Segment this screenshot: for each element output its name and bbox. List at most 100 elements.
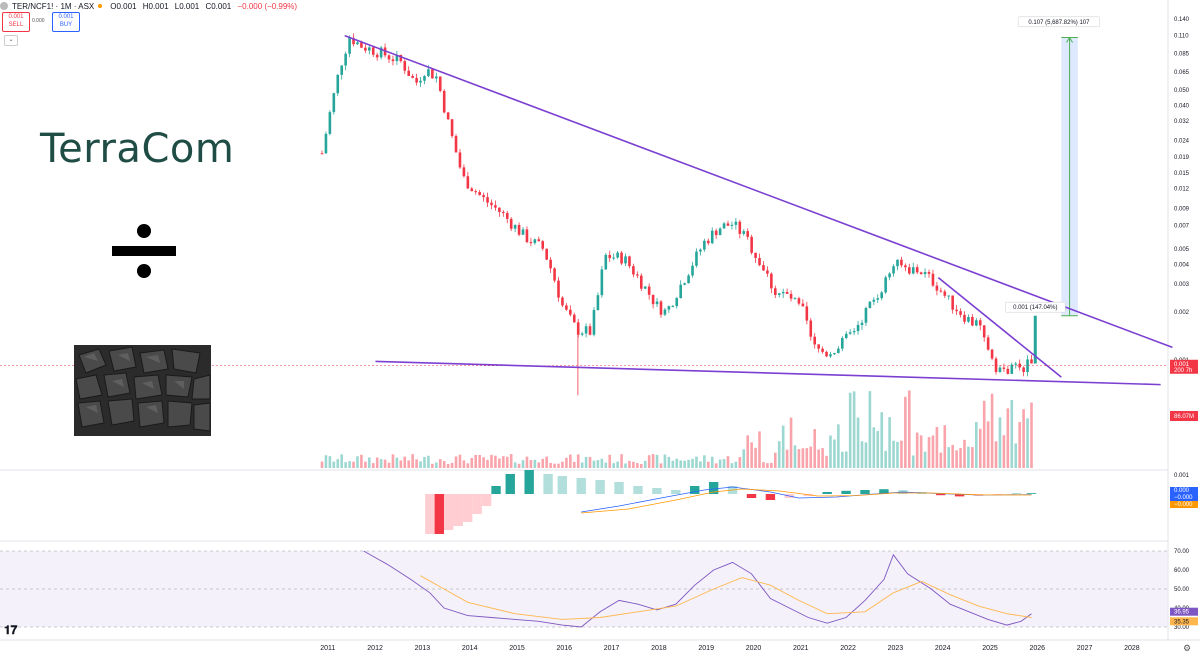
candle-body: [490, 203, 493, 206]
volume-bar: [703, 455, 706, 468]
volume-bar: [514, 462, 517, 468]
divide-icon: [112, 219, 176, 283]
candle: [392, 56, 395, 66]
candle-body: [821, 349, 824, 352]
candle: [691, 262, 694, 278]
candle-body: [372, 47, 375, 54]
candle-body: [573, 315, 576, 323]
tradingview-logo[interactable]: 𝟏𝟕: [4, 623, 17, 638]
volume-bar: [581, 462, 584, 468]
candle: [735, 218, 738, 230]
volume-bar: [955, 450, 958, 468]
volume-bar: [668, 457, 671, 468]
volume-bar: [652, 454, 655, 468]
candle-body: [348, 38, 351, 54]
volume-bar: [407, 460, 410, 468]
volume-bar: [467, 463, 470, 468]
buy-button[interactable]: 0.001 BUY: [52, 12, 80, 32]
candle-body: [999, 368, 1002, 372]
candle: [959, 308, 962, 317]
macd-histogram-bar: [543, 474, 552, 494]
sell-button[interactable]: 0.001 SELL: [2, 12, 30, 32]
volume-bar: [644, 461, 647, 468]
candle-body: [936, 286, 939, 291]
candle-body: [336, 75, 339, 93]
volume-bar: [762, 462, 765, 468]
candle: [608, 251, 611, 262]
volume-bar: [352, 462, 355, 468]
candle-body: [620, 253, 623, 264]
candle-body: [467, 176, 470, 188]
candle: [912, 263, 915, 275]
candle: [861, 320, 864, 330]
volume-bar: [723, 459, 726, 468]
volume-bar: [561, 462, 564, 468]
candle: [1007, 366, 1010, 375]
volume-bar: [947, 447, 950, 468]
price-tick-label: 0.085: [1174, 51, 1190, 57]
candle-body: [880, 292, 883, 298]
volume-bar: [478, 455, 481, 468]
buy-label: BUY: [53, 21, 79, 29]
candle: [683, 282, 686, 285]
candle: [581, 332, 584, 336]
volume-bar: [344, 462, 347, 468]
volume-bar: [565, 458, 568, 468]
candle: [821, 347, 824, 354]
macd-histogram-bar: [425, 494, 434, 534]
volume-bar: [455, 456, 458, 468]
candle-body: [778, 293, 781, 295]
volume-bar: [376, 458, 379, 468]
volume-bar: [806, 448, 809, 468]
collapse-legend-button[interactable]: ⌄: [4, 35, 18, 46]
volume-bar: [356, 456, 359, 468]
candle: [388, 54, 391, 63]
volume-bar: [932, 436, 935, 468]
candle: [474, 189, 477, 194]
volume-bar: [739, 457, 742, 468]
volume-bar: [447, 464, 450, 468]
candle: [502, 210, 505, 217]
symbol-name[interactable]: TER/NCF1! · 1M · ASX: [12, 2, 94, 11]
candle-body: [364, 48, 367, 51]
volume-bar: [506, 457, 509, 468]
volume-bar: [605, 463, 608, 468]
volume-bar: [833, 439, 836, 468]
volume-bar: [809, 447, 812, 468]
candle-body: [979, 320, 982, 325]
candle-body: [601, 269, 604, 295]
candle: [928, 270, 931, 278]
volume-bar: [494, 456, 497, 468]
candle-body: [506, 213, 509, 219]
year-tick-label: 2026: [1029, 645, 1045, 652]
candle: [806, 302, 809, 324]
volume-bar: [388, 463, 391, 468]
gear-icon[interactable]: ⚙: [1183, 643, 1191, 654]
macd-histogram-bar: [558, 476, 567, 494]
volume-bar: [526, 457, 529, 468]
candle: [486, 193, 489, 207]
change-value: −0.000 (−0.99%): [237, 2, 297, 11]
candle-body: [459, 152, 462, 167]
price-tick-label: 0.009: [1174, 206, 1190, 212]
candle: [711, 227, 714, 244]
candle: [770, 272, 773, 293]
volume-bar: [336, 459, 339, 468]
candle-body: [758, 258, 761, 265]
candle: [407, 66, 410, 76]
candle: [723, 222, 726, 229]
candle: [459, 149, 462, 169]
macd-histogram-bar: [491, 486, 500, 494]
candle-body: [392, 59, 395, 61]
candle: [467, 172, 470, 189]
candle: [936, 282, 939, 295]
macd-value-text: −0.000: [1174, 502, 1193, 508]
volume-bar: [660, 463, 663, 468]
candle-body: [545, 249, 548, 260]
candle: [463, 164, 466, 177]
volume-bar: [585, 457, 588, 468]
volume-bar: [766, 463, 769, 468]
candle: [368, 45, 371, 54]
year-tick-label: 2015: [509, 645, 525, 652]
